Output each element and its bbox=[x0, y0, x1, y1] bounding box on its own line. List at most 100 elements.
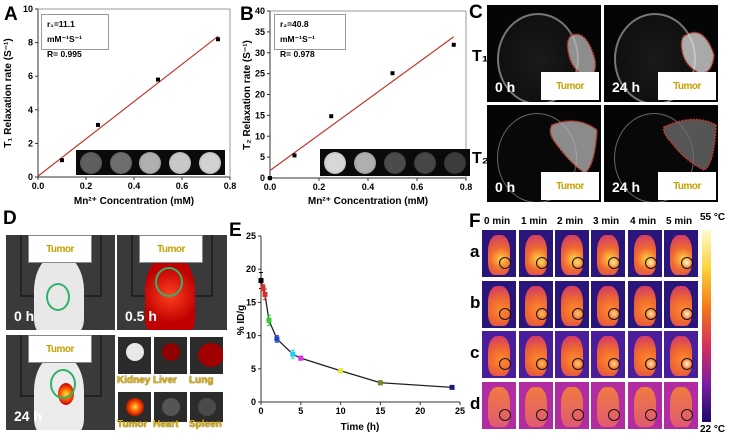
phantom-tube bbox=[79, 151, 102, 174]
legend-b-rate: r₂=40.8 mM⁻¹S⁻¹ bbox=[280, 19, 315, 44]
tumor-circle bbox=[572, 308, 584, 320]
y-tick-label: 5 bbox=[251, 364, 256, 374]
x-tick-label: 0.4 bbox=[362, 182, 375, 192]
group-row-label: b bbox=[470, 293, 481, 312]
tumor-circle bbox=[50, 369, 76, 399]
thermal-image bbox=[628, 382, 662, 429]
x-tick-label: 0.0 bbox=[32, 181, 45, 191]
x-tick-label: 15 bbox=[375, 406, 385, 416]
tumor-circle bbox=[681, 308, 693, 320]
y-tick-label: 30 bbox=[255, 48, 265, 58]
t1-phantom-image bbox=[76, 150, 225, 175]
organ-image bbox=[190, 392, 223, 422]
organ-image bbox=[154, 337, 187, 374]
mouse-heat-signature bbox=[670, 336, 692, 376]
legend-a-rate: r₁=11.1 mM⁻¹S⁻¹ bbox=[47, 19, 82, 44]
tumor-circle bbox=[645, 308, 657, 320]
thermal-image bbox=[519, 331, 553, 378]
mouse-heat-signature bbox=[488, 235, 510, 275]
thermal-image bbox=[591, 230, 625, 277]
thermal-image bbox=[482, 281, 516, 328]
organ-signal bbox=[162, 343, 180, 361]
thermal-image bbox=[519, 230, 553, 277]
x-axis-label: Time (h) bbox=[341, 422, 380, 433]
organ-label: Heart bbox=[153, 419, 179, 430]
tumor-circle bbox=[499, 257, 511, 269]
y-tick-label: 10 bbox=[255, 131, 265, 141]
x-tick-label: 0.8 bbox=[460, 182, 473, 192]
organ-signal bbox=[126, 343, 144, 361]
mri-image: Tumor 24 h bbox=[604, 105, 718, 202]
y-tick-label: 2 bbox=[28, 138, 33, 148]
tumor-circle bbox=[681, 409, 693, 421]
time-label: 0 h bbox=[495, 179, 516, 195]
mouse-heat-signature bbox=[597, 286, 619, 326]
tumor-circle bbox=[536, 308, 548, 320]
tumor-outline bbox=[549, 120, 598, 174]
fit-line bbox=[37, 35, 219, 177]
mri-image: Tumor 0 h bbox=[487, 5, 601, 102]
data-point bbox=[329, 114, 334, 119]
thermal-image bbox=[664, 331, 698, 378]
fit-line bbox=[269, 36, 455, 171]
time-label: 0.5 h bbox=[125, 308, 157, 324]
y-tick-label: 6 bbox=[28, 71, 33, 81]
thermal-image bbox=[482, 230, 516, 277]
thermal-image bbox=[519, 281, 553, 328]
x-tick-label: 0.4 bbox=[128, 181, 141, 191]
x-axis-label: Mn²⁺ Concentration (mM) bbox=[308, 196, 428, 207]
thermal-image bbox=[555, 382, 589, 429]
tumor-circle bbox=[499, 358, 511, 370]
legend-a-r: R= 0.995 bbox=[47, 49, 82, 59]
data-point bbox=[292, 153, 297, 158]
legend-a: r₁=11.1 mM⁻¹S⁻¹ R= 0.995 bbox=[41, 14, 109, 59]
thermal-image bbox=[664, 382, 698, 429]
mouse-heat-signature bbox=[488, 286, 510, 326]
mouse-heat-signature bbox=[561, 336, 583, 376]
data-point bbox=[262, 291, 268, 297]
x-tick-label: 0.6 bbox=[411, 182, 424, 192]
data-point bbox=[298, 355, 304, 361]
panel-label-a: A bbox=[4, 4, 18, 25]
phantom-tube bbox=[109, 151, 132, 174]
mouse-heat-signature bbox=[634, 235, 656, 275]
organ-signal bbox=[198, 343, 223, 367]
organ-signal bbox=[198, 398, 216, 416]
tumor-circle bbox=[536, 358, 548, 370]
thermal-image bbox=[628, 331, 662, 378]
thermal-image bbox=[555, 331, 589, 378]
row-label-t1: T₁ bbox=[472, 48, 489, 65]
data-point bbox=[451, 42, 456, 47]
data-point bbox=[268, 176, 272, 180]
y-tick-label: 25 bbox=[255, 69, 265, 79]
temperature-colorbar bbox=[702, 230, 711, 422]
thermal-image bbox=[628, 281, 662, 328]
organ-image bbox=[190, 337, 223, 374]
mouse-heat-signature bbox=[670, 286, 692, 326]
thermal-image bbox=[482, 382, 516, 429]
tumor-circle bbox=[499, 409, 511, 421]
tumor-outline bbox=[662, 118, 717, 171]
mouse-heat-signature bbox=[525, 387, 547, 427]
mouse-heat-signature bbox=[561, 235, 583, 275]
x-tick-label: 10 bbox=[336, 406, 346, 416]
phantom-tube bbox=[169, 151, 192, 174]
mouse-heat-signature bbox=[488, 336, 510, 376]
thermal-image bbox=[628, 230, 662, 277]
phantom-tube bbox=[354, 151, 376, 174]
tumor-circle bbox=[645, 358, 657, 370]
fluorescence-image: Tumor 0 h bbox=[6, 235, 115, 330]
organ-signal bbox=[162, 398, 180, 416]
tumor-tag: Tumor bbox=[658, 172, 716, 200]
mouse-heat-signature bbox=[634, 286, 656, 326]
panel-label-b: B bbox=[240, 4, 254, 25]
thermal-image bbox=[591, 382, 625, 429]
x-tick-label: 25 bbox=[455, 406, 465, 416]
row-label-t2: T₂ bbox=[472, 150, 489, 167]
tumor-tag: Tumor bbox=[541, 72, 599, 100]
colorbar-min-label: 22 °C bbox=[700, 424, 726, 435]
tumor-circle bbox=[536, 257, 548, 269]
organ-image bbox=[154, 392, 187, 422]
panel-label-f: F bbox=[469, 211, 481, 232]
x-tick-label: 0.0 bbox=[264, 182, 277, 192]
